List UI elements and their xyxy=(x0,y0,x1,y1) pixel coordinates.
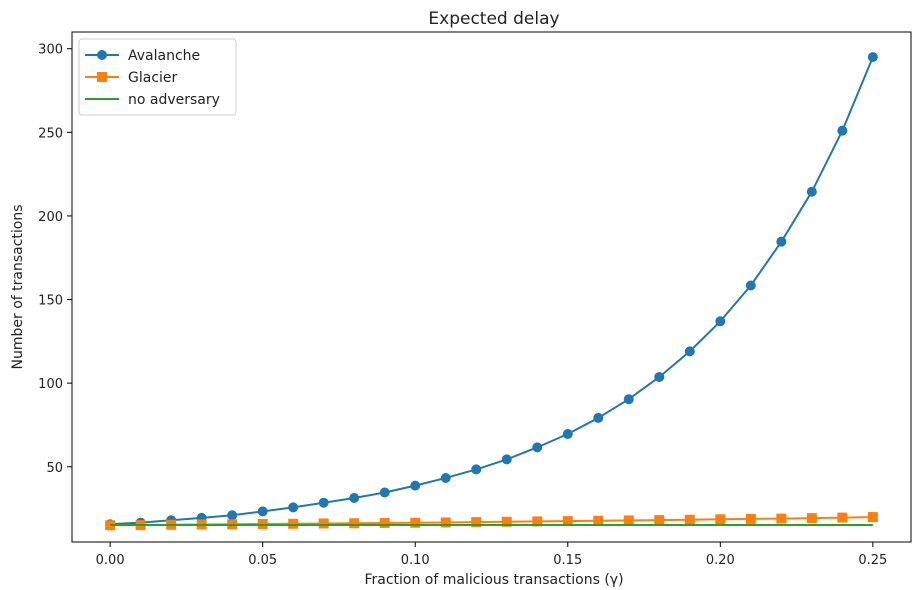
legend-marker-circle xyxy=(97,50,107,60)
data-point-glacier xyxy=(745,513,756,524)
legend-entry-glacier: Glacier xyxy=(85,70,178,86)
legend-entry-no-adversary: no adversary xyxy=(85,92,220,108)
y-axis-label: Number of transactions xyxy=(10,204,26,369)
legend-label-no-adversary: no adversary xyxy=(128,92,220,108)
data-point-avalanche xyxy=(471,464,482,475)
series-avalanche xyxy=(105,52,878,530)
data-point-glacier xyxy=(105,520,116,531)
x-tick-label: 0.05 xyxy=(248,553,277,568)
data-point-avalanche xyxy=(776,236,787,247)
data-point-glacier xyxy=(867,512,878,523)
data-point-avalanche xyxy=(623,394,634,405)
data-point-glacier xyxy=(837,512,848,523)
data-point-avalanche xyxy=(288,502,299,513)
data-point-avalanche xyxy=(806,186,817,197)
plot-frame xyxy=(71,31,912,543)
data-point-glacier xyxy=(562,516,573,527)
legend-entry-avalanche: Avalanche xyxy=(85,48,200,64)
data-point-avalanche xyxy=(867,52,878,63)
x-tick-label: 0.10 xyxy=(401,553,430,568)
data-point-glacier xyxy=(501,516,512,527)
data-point-glacier xyxy=(623,515,634,526)
data-point-avalanche xyxy=(715,316,726,327)
legend-box xyxy=(78,38,237,116)
data-point-avalanche xyxy=(501,454,512,465)
data-point-glacier xyxy=(806,513,817,524)
data-point-avalanche xyxy=(440,472,451,483)
x-tick-label: 0.00 xyxy=(96,553,125,568)
axes-layer: 0.00 0.05 0.10 0.15 0.20 0.25 50 100 150 200 250 30… xyxy=(38,43,887,568)
legend-label-glacier: Glacier xyxy=(128,70,178,86)
data-point-glacier xyxy=(654,515,665,526)
data-point-glacier xyxy=(318,518,329,529)
legend-marker-square xyxy=(97,72,107,82)
data-point-glacier xyxy=(715,514,726,525)
data-point-avalanche xyxy=(257,506,268,517)
data-point-glacier xyxy=(684,514,695,525)
data-point-avalanche xyxy=(410,480,421,491)
data-point-avalanche xyxy=(684,346,695,357)
data-point-glacier xyxy=(288,518,299,529)
data-point-glacier xyxy=(593,515,604,526)
y-tick-label: 300 xyxy=(38,43,63,58)
data-point-glacier xyxy=(379,517,390,528)
data-point-avalanche xyxy=(837,125,848,136)
series-line-avalanche xyxy=(110,56,874,526)
data-point-avalanche xyxy=(654,371,665,382)
data-point-glacier xyxy=(471,517,482,528)
data-point-avalanche xyxy=(562,428,573,439)
legend-label-avalanche: Avalanche xyxy=(128,48,200,64)
x-tick-label: 0.15 xyxy=(553,553,582,568)
y-tick-label: 250 xyxy=(38,126,63,141)
data-point-avalanche xyxy=(532,442,543,453)
data-point-avalanche xyxy=(349,493,360,504)
data-point-avalanche xyxy=(318,497,329,508)
data-point-avalanche xyxy=(379,487,390,498)
plot-area xyxy=(72,32,911,542)
y-tick-label: 50 xyxy=(46,461,63,476)
data-point-glacier xyxy=(410,517,421,528)
data-point-glacier xyxy=(440,517,451,528)
series-layer xyxy=(105,52,878,531)
x-tick-label: 0.20 xyxy=(706,553,735,568)
y-tick-label: 100 xyxy=(38,377,63,392)
data-point-avalanche xyxy=(745,280,756,291)
chart-title: Expected delay xyxy=(428,9,559,29)
data-point-glacier xyxy=(532,516,543,527)
y-tick-label: 200 xyxy=(38,210,63,225)
data-point-avalanche xyxy=(227,510,238,521)
data-point-glacier xyxy=(776,513,787,524)
x-tick-label: 0.25 xyxy=(858,553,887,568)
data-point-avalanche xyxy=(593,412,604,423)
legend: Avalanche Glacier no adversary xyxy=(78,38,237,116)
data-point-glacier xyxy=(349,518,360,529)
y-tick-label: 150 xyxy=(38,294,63,309)
x-axis-label: Fraction of malicious transactions (γ) xyxy=(364,572,623,588)
